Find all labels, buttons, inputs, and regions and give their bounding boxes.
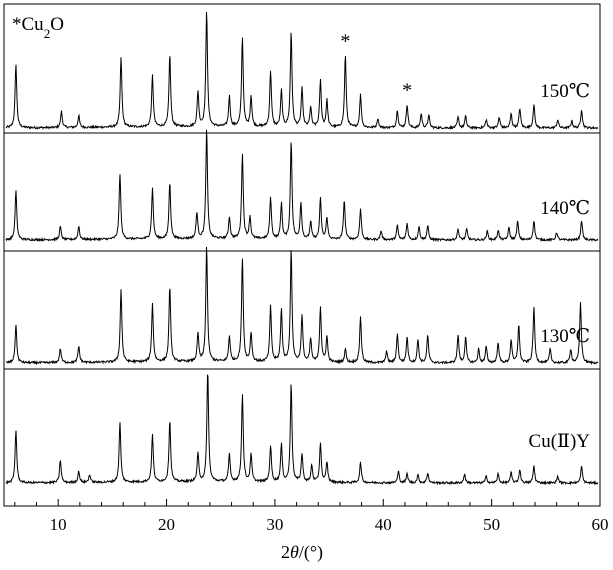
- series-label: 140℃: [540, 198, 590, 219]
- cu2o-marker: *: [340, 30, 350, 52]
- xrd-curve: [5, 11, 599, 131]
- x-tick-label: 10: [50, 515, 67, 534]
- x-tick-label: 60: [592, 515, 609, 534]
- series-label: Cu(Ⅱ)Y: [529, 431, 591, 452]
- xrd-curve: [5, 246, 599, 366]
- series-label: 150℃: [540, 81, 590, 102]
- xrd-curve: [5, 129, 599, 243]
- x-tick-label: 30: [266, 515, 283, 534]
- xrd-curve: [5, 374, 599, 486]
- series-label: 130℃: [540, 326, 590, 347]
- x-axis-title: 2θ/(°): [281, 542, 323, 563]
- cu2o-marker: *: [402, 80, 412, 102]
- plot-frame: [3, 3, 601, 507]
- cu2o-markers: **: [340, 30, 412, 101]
- x-tick-label: 40: [375, 515, 392, 534]
- x-axis-tick-labels: 10 20 30 40 50 60: [50, 515, 609, 534]
- x-tick-label: 20: [158, 515, 175, 534]
- x-axis-ticks: [14, 499, 601, 506]
- series-labels: 150℃ 140℃ 130℃ Cu(Ⅱ)Y: [529, 81, 591, 452]
- xrd-curves: [5, 11, 599, 486]
- x-tick-label: 50: [483, 515, 500, 534]
- legend-cu2o: *Cu2O: [12, 14, 64, 41]
